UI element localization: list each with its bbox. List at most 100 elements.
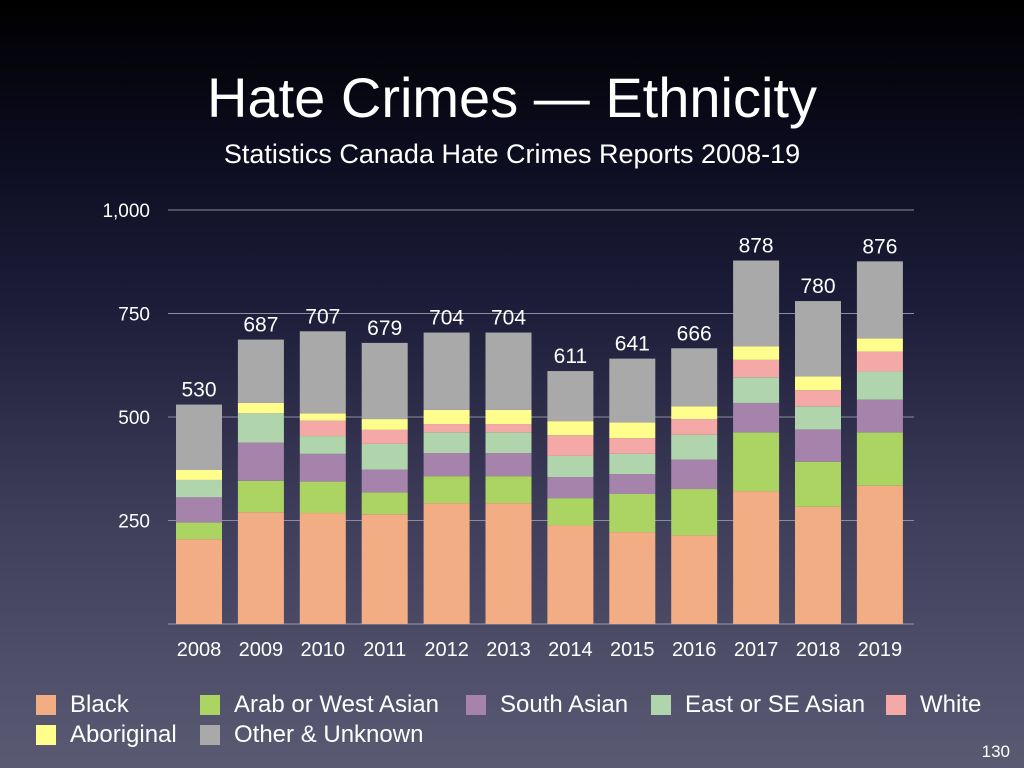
bar-segment-white [795,390,841,407]
bar-segment-east-or-se-asian [733,377,780,403]
legend-swatch-other-and-unknown [200,725,220,745]
bar-segment-white [609,438,656,454]
slide-title: Hate Crimes — Ethnicity [207,66,817,129]
total-label: 878 [739,235,774,258]
y-tick-label: 500 [118,408,150,429]
legend-swatch-aboriginal [36,725,56,745]
legend-item-arab-or-west-asian: Arab or West Asian [200,690,439,720]
bar-2018 [795,301,841,624]
bar-segment-arab-or-west-asian [795,461,841,507]
y-axis-ticks: 250 500 750 1,000 [102,201,150,533]
total-label: 704 [429,307,464,330]
bar-segment-east-or-se-asian [423,432,470,454]
bar-segment-other-and-unknown [671,348,718,407]
total-label: 530 [181,379,216,402]
bar-segment-white [299,420,346,437]
bar-segment-white [856,351,903,372]
total-label: 707 [305,305,340,328]
bar-segment-aboriginal [299,413,346,421]
bar-segment-south-asian [176,497,222,523]
bar-segment-arab-or-west-asian [361,492,408,515]
bar-segment-aboriginal [795,376,841,391]
bar-segment-black [299,513,346,624]
bar-segment-arab-or-west-asian [423,476,470,504]
legend-label: Aboriginal [70,721,177,748]
bar-segment-white [485,424,532,433]
legend-label: White [920,691,982,718]
bar-2012 [423,332,470,624]
legend-label: East or SE Asian [685,691,866,718]
bar-segment-arab-or-west-asian [485,476,532,504]
bar-segment-east-or-se-asian [795,406,841,430]
bar-segment-black [733,491,780,624]
bar-segment-south-asian [733,402,780,433]
bar-2017 [733,260,780,624]
x-tick-label: 2015 [610,639,655,661]
slide-subtitle: Statistics Canada Hate Crimes Reports 20… [223,139,801,169]
bar-segment-east-or-se-asian [299,436,346,454]
bar-2014 [547,371,594,624]
bar-segment-east-or-se-asian [856,371,903,400]
y-tick-label: 750 [118,305,150,326]
legend-swatch-south-asian [466,695,486,715]
total-labels: 530 687 707 679 704 704 611 641 666 878 780 876 [181,235,897,402]
bar-2016 [671,348,718,624]
bar-segment-black [176,539,222,624]
bar-segment-black [795,506,841,624]
legend-item-other-and-unknown: Other & Unknown [200,720,423,750]
bar-segment-aboriginal [361,419,408,430]
legend-swatch-white [886,695,906,715]
bar-segment-white [361,429,408,444]
legend-label: South Asian [500,691,629,718]
legend-label: Other & Unknown [234,721,424,748]
bar-segment-arab-or-west-asian [671,489,718,536]
bar-segment-east-or-se-asian [176,479,222,498]
legend-item-black: Black [36,690,129,720]
x-tick-label: 2018 [796,639,841,661]
y-tick-label: 1,000 [102,201,150,222]
bar-segment-south-asian [485,453,532,477]
bar-segment-other-and-unknown [237,339,284,403]
legend-swatch-arab-or-west-asian [200,695,220,715]
total-label: 666 [677,322,712,345]
bar-2010 [299,331,346,624]
legend-label: Arab or West Asian [234,691,439,718]
bar-segment-arab-or-west-asian [547,498,594,526]
y-tick-label: 250 [118,512,150,533]
bar-segment-aboriginal [237,402,284,414]
bar-segment-arab-or-west-asian [299,481,346,514]
bar-segment-east-or-se-asian [237,413,284,443]
bar-segment-other-and-unknown [176,404,222,470]
bar-segment-arab-or-west-asian [856,432,903,486]
bar-segment-black [485,503,532,624]
x-tick-label: 2013 [486,639,531,661]
bar-segment-black [671,535,718,624]
bar-segment-south-asian [795,429,841,462]
bar-segment-other-and-unknown [423,332,470,410]
bar-segment-aboriginal [733,346,780,360]
bar-2008 [176,404,222,624]
legend-item-south-asian: South Asian [466,690,628,720]
legend-swatch-east-or-se-asian [651,695,671,715]
total-label: 611 [554,345,587,368]
bar-2019 [856,261,903,624]
bar-segment-aboriginal [485,409,532,425]
legend-item-white: White [886,690,981,720]
bar-segment-other-and-unknown [299,331,346,414]
x-tick-label: 2017 [734,639,779,661]
bar-segment-other-and-unknown [609,358,656,423]
bar-segment-east-or-se-asian [671,434,718,460]
bar-segment-black [237,512,284,624]
bar-segment-black [609,532,656,624]
total-label: 687 [243,314,278,337]
bar-segment-white [423,424,470,433]
bar-segment-other-and-unknown [795,301,841,377]
bar-segment-arab-or-west-asian [733,432,780,492]
bar-segment-aboriginal [547,421,594,436]
bar-segment-black [547,525,594,624]
bar-2009 [237,339,284,624]
bar-segment-arab-or-west-asian [609,494,656,533]
bar-segment-east-or-se-asian [485,432,532,454]
x-tick-label: 2019 [858,639,903,661]
